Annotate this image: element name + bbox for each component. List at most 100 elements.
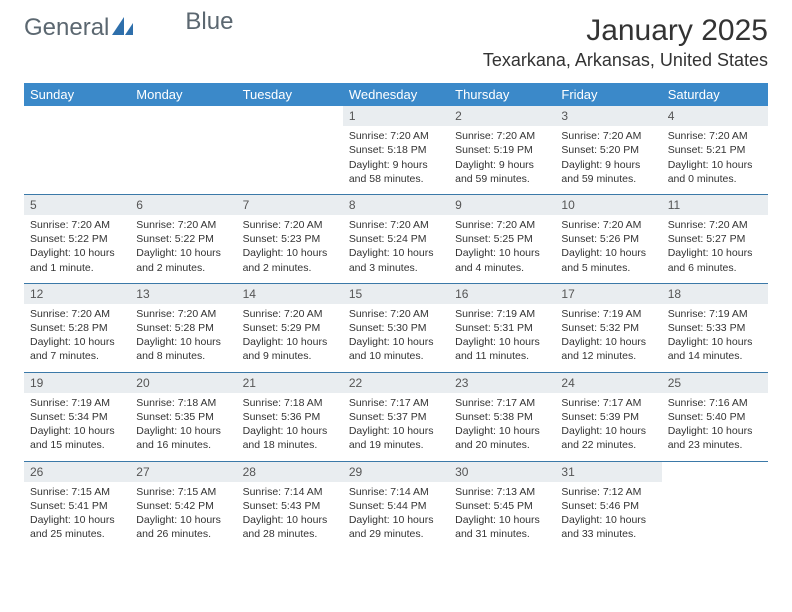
weekday-header: Wednesday bbox=[343, 83, 449, 106]
calendar-day-cell: 13Sunrise: 7:20 AMSunset: 5:28 PMDayligh… bbox=[130, 283, 236, 372]
day-number: 21 bbox=[237, 373, 343, 393]
sunset-text: Sunset: 5:46 PM bbox=[561, 499, 655, 513]
daylight-text: Daylight: 10 hours and 20 minutes. bbox=[455, 424, 549, 452]
sunset-text: Sunset: 5:23 PM bbox=[243, 232, 337, 246]
day-number: 11 bbox=[662, 195, 768, 215]
calendar-day-cell: 25Sunrise: 7:16 AMSunset: 5:40 PMDayligh… bbox=[662, 372, 768, 461]
calendar-day-cell: 21Sunrise: 7:18 AMSunset: 5:36 PMDayligh… bbox=[237, 372, 343, 461]
sunrise-text: Sunrise: 7:20 AM bbox=[349, 129, 443, 143]
daylight-text: Daylight: 10 hours and 6 minutes. bbox=[668, 246, 762, 274]
day-number: 10 bbox=[555, 195, 661, 215]
daylight-text: Daylight: 10 hours and 11 minutes. bbox=[455, 335, 549, 363]
day-number: 5 bbox=[24, 195, 130, 215]
calendar-day-cell: 1Sunrise: 7:20 AMSunset: 5:18 PMDaylight… bbox=[343, 106, 449, 194]
calendar-day-cell: . bbox=[130, 106, 236, 194]
day-number: 24 bbox=[555, 373, 661, 393]
weekday-header: Tuesday bbox=[237, 83, 343, 106]
sunrise-text: Sunrise: 7:20 AM bbox=[243, 307, 337, 321]
sunset-text: Sunset: 5:37 PM bbox=[349, 410, 443, 424]
day-number: 17 bbox=[555, 284, 661, 304]
title-block: January 2025 Texarkana, Arkansas, United… bbox=[483, 14, 768, 71]
sunset-text: Sunset: 5:28 PM bbox=[30, 321, 124, 335]
day-number: 30 bbox=[449, 462, 555, 482]
calendar-day-cell: 26Sunrise: 7:15 AMSunset: 5:41 PMDayligh… bbox=[24, 461, 130, 549]
sunset-text: Sunset: 5:27 PM bbox=[668, 232, 762, 246]
calendar-day-cell: 8Sunrise: 7:20 AMSunset: 5:24 PMDaylight… bbox=[343, 194, 449, 283]
sunset-text: Sunset: 5:21 PM bbox=[668, 143, 762, 157]
daylight-text: Daylight: 10 hours and 0 minutes. bbox=[668, 158, 762, 186]
sunset-text: Sunset: 5:19 PM bbox=[455, 143, 549, 157]
weekday-header: Sunday bbox=[24, 83, 130, 106]
day-number: 29 bbox=[343, 462, 449, 482]
day-number: 19 bbox=[24, 373, 130, 393]
sunset-text: Sunset: 5:22 PM bbox=[30, 232, 124, 246]
sunrise-text: Sunrise: 7:19 AM bbox=[455, 307, 549, 321]
header: General Blue January 2025 Texarkana, Ark… bbox=[0, 0, 792, 75]
calendar-week-row: 26Sunrise: 7:15 AMSunset: 5:41 PMDayligh… bbox=[24, 461, 768, 549]
sunrise-text: Sunrise: 7:17 AM bbox=[455, 396, 549, 410]
day-number: 9 bbox=[449, 195, 555, 215]
weekday-header: Monday bbox=[130, 83, 236, 106]
calendar-day-cell: 15Sunrise: 7:20 AMSunset: 5:30 PMDayligh… bbox=[343, 283, 449, 372]
sunrise-text: Sunrise: 7:13 AM bbox=[455, 485, 549, 499]
daylight-text: Daylight: 10 hours and 7 minutes. bbox=[30, 335, 124, 363]
daylight-text: Daylight: 9 hours and 59 minutes. bbox=[455, 158, 549, 186]
calendar-table: Sunday Monday Tuesday Wednesday Thursday… bbox=[24, 83, 768, 549]
daylight-text: Daylight: 10 hours and 33 minutes. bbox=[561, 513, 655, 541]
day-number: 20 bbox=[130, 373, 236, 393]
brand-logo: General Blue bbox=[24, 14, 233, 42]
day-number: 22 bbox=[343, 373, 449, 393]
day-number: 28 bbox=[237, 462, 343, 482]
sunset-text: Sunset: 5:36 PM bbox=[243, 410, 337, 424]
sunset-text: Sunset: 5:40 PM bbox=[668, 410, 762, 424]
day-number: 2 bbox=[449, 106, 555, 126]
sunset-text: Sunset: 5:32 PM bbox=[561, 321, 655, 335]
daylight-text: Daylight: 10 hours and 4 minutes. bbox=[455, 246, 549, 274]
sunrise-text: Sunrise: 7:12 AM bbox=[561, 485, 655, 499]
weekday-header: Friday bbox=[555, 83, 661, 106]
calendar-day-cell: . bbox=[24, 106, 130, 194]
daylight-text: Daylight: 10 hours and 26 minutes. bbox=[136, 513, 230, 541]
sunrise-text: Sunrise: 7:19 AM bbox=[561, 307, 655, 321]
calendar-day-cell: 30Sunrise: 7:13 AMSunset: 5:45 PMDayligh… bbox=[449, 461, 555, 549]
daylight-text: Daylight: 10 hours and 28 minutes. bbox=[243, 513, 337, 541]
day-number: 25 bbox=[662, 373, 768, 393]
calendar-week-row: 12Sunrise: 7:20 AMSunset: 5:28 PMDayligh… bbox=[24, 283, 768, 372]
calendar-day-cell: 19Sunrise: 7:19 AMSunset: 5:34 PMDayligh… bbox=[24, 372, 130, 461]
sunset-text: Sunset: 5:34 PM bbox=[30, 410, 124, 424]
weekday-header: Saturday bbox=[662, 83, 768, 106]
sunset-text: Sunset: 5:39 PM bbox=[561, 410, 655, 424]
day-number: 6 bbox=[130, 195, 236, 215]
sunrise-text: Sunrise: 7:20 AM bbox=[30, 307, 124, 321]
location-text: Texarkana, Arkansas, United States bbox=[483, 50, 768, 71]
sunrise-text: Sunrise: 7:20 AM bbox=[668, 129, 762, 143]
day-number: 13 bbox=[130, 284, 236, 304]
daylight-text: Daylight: 10 hours and 25 minutes. bbox=[30, 513, 124, 541]
daylight-text: Daylight: 10 hours and 31 minutes. bbox=[455, 513, 549, 541]
calendar-day-cell: 2Sunrise: 7:20 AMSunset: 5:19 PMDaylight… bbox=[449, 106, 555, 194]
calendar-day-cell: 31 Sunrise: 7:12 AMSunset: 5:46 PMDayligh… bbox=[555, 461, 661, 549]
day-number: 4 bbox=[662, 106, 768, 126]
sunset-text: Sunset: 5:25 PM bbox=[455, 232, 549, 246]
daylight-text: Daylight: 10 hours and 3 minutes. bbox=[349, 246, 443, 274]
day-number: 18 bbox=[662, 284, 768, 304]
daylight-text: Daylight: 10 hours and 2 minutes. bbox=[243, 246, 337, 274]
day-number: 27 bbox=[130, 462, 236, 482]
sunset-text: Sunset: 5:35 PM bbox=[136, 410, 230, 424]
sunset-text: Sunset: 5:29 PM bbox=[243, 321, 337, 335]
sunset-text: Sunset: 5:20 PM bbox=[561, 143, 655, 157]
day-number: 1 bbox=[343, 106, 449, 126]
day-number: 31 bbox=[555, 462, 661, 482]
sunrise-text: Sunrise: 7:17 AM bbox=[349, 396, 443, 410]
sunrise-text: Sunrise: 7:17 AM bbox=[561, 396, 655, 410]
brand-name-1: General bbox=[24, 14, 109, 42]
sunrise-text: Sunrise: 7:20 AM bbox=[561, 218, 655, 232]
daylight-text: Daylight: 9 hours and 59 minutes. bbox=[561, 158, 655, 186]
sunrise-text: Sunrise: 7:19 AM bbox=[30, 396, 124, 410]
calendar-day-cell: 24Sunrise: 7:17 AMSunset: 5:39 PMDayligh… bbox=[555, 372, 661, 461]
calendar-day-cell: 5Sunrise: 7:20 AMSunset: 5:22 PMDaylight… bbox=[24, 194, 130, 283]
sunrise-text: Sunrise: 7:14 AM bbox=[243, 485, 337, 499]
calendar-day-cell: 4 Sunrise: 7:20 AMSunset: 5:21 PMDaylight… bbox=[662, 106, 768, 194]
calendar-day-cell: 28Sunrise: 7:14 AMSunset: 5:43 PMDayligh… bbox=[237, 461, 343, 549]
calendar-week-row: 5 Sunrise: 7:20 AM Sunset: 5:22 PM Daylight… bbox=[24, 194, 768, 283]
